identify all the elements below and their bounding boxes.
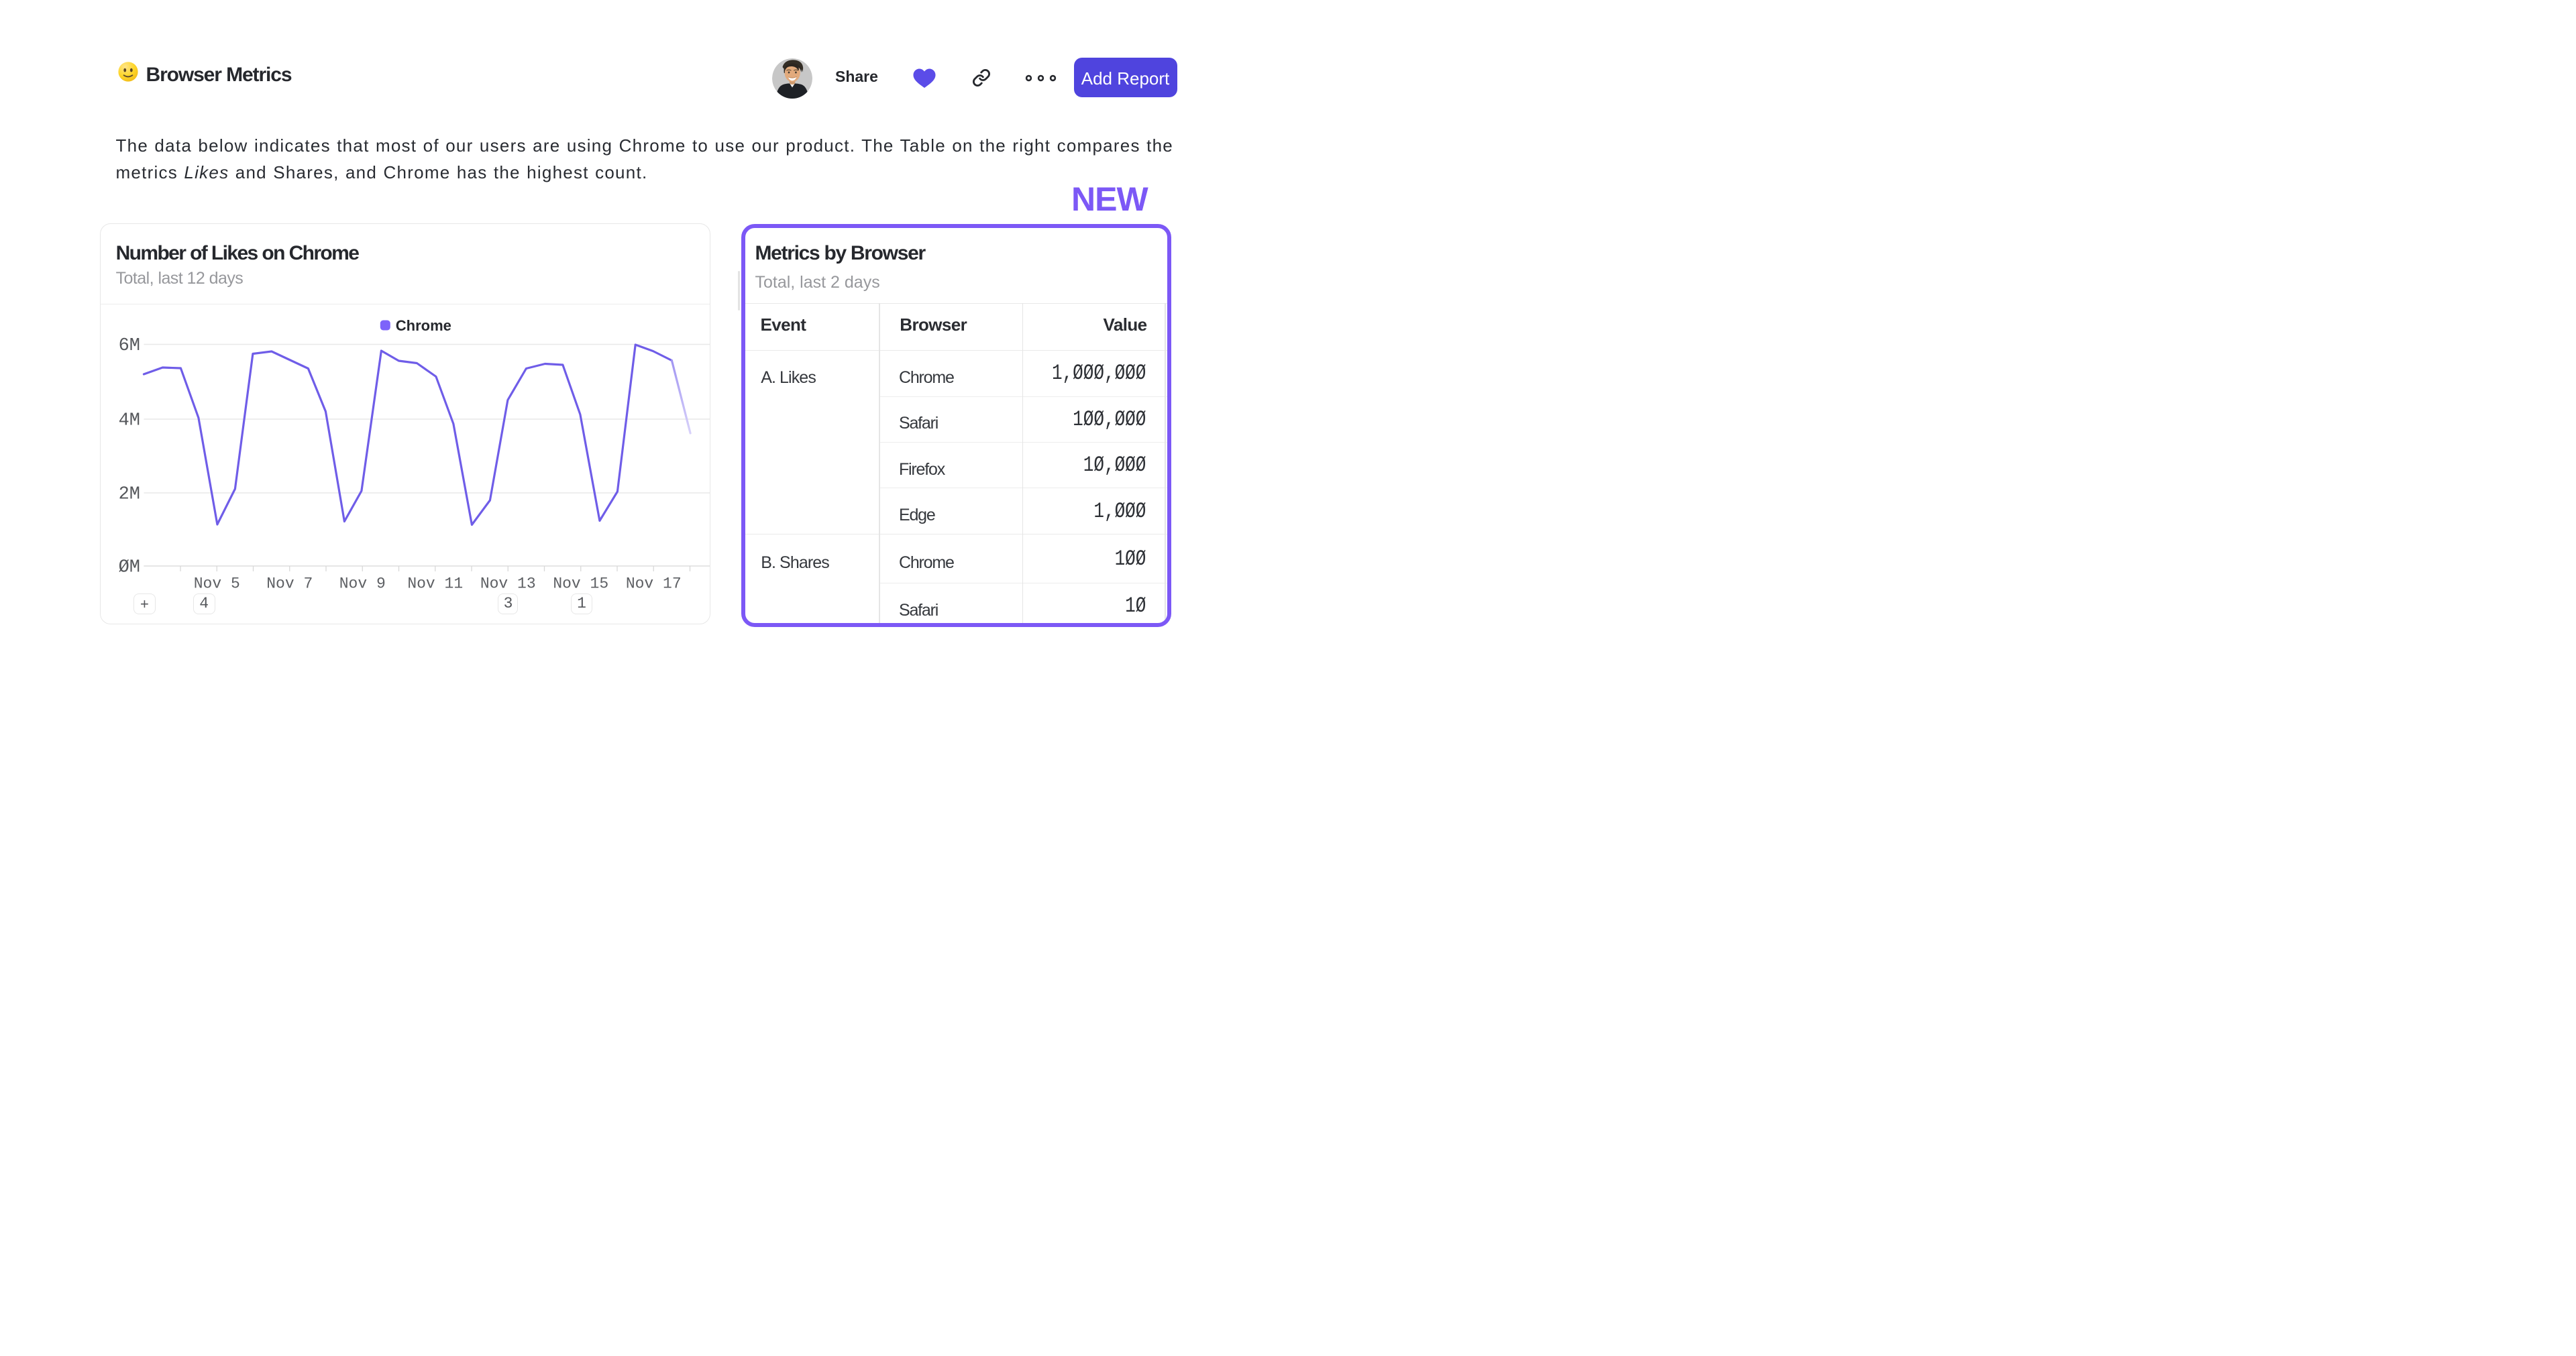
svg-text:ØM: ØM (118, 558, 140, 578)
svg-text:2M: 2M (118, 485, 140, 505)
svg-text:Nov 15: Nov 15 (553, 575, 608, 593)
svg-text:Nov 7: Nov 7 (266, 575, 313, 593)
svg-text:6M: 6M (118, 336, 140, 356)
svg-text:4M: 4M (118, 411, 140, 431)
svg-text:Nov 11: Nov 11 (407, 575, 463, 593)
svg-text:Nov 13: Nov 13 (480, 575, 535, 593)
svg-text:Nov 5: Nov 5 (193, 575, 239, 593)
svg-text:Nov 9: Nov 9 (339, 575, 385, 593)
svg-text:Nov 17: Nov 17 (625, 575, 681, 593)
svg-text:Chrome: Chrome (395, 317, 451, 334)
